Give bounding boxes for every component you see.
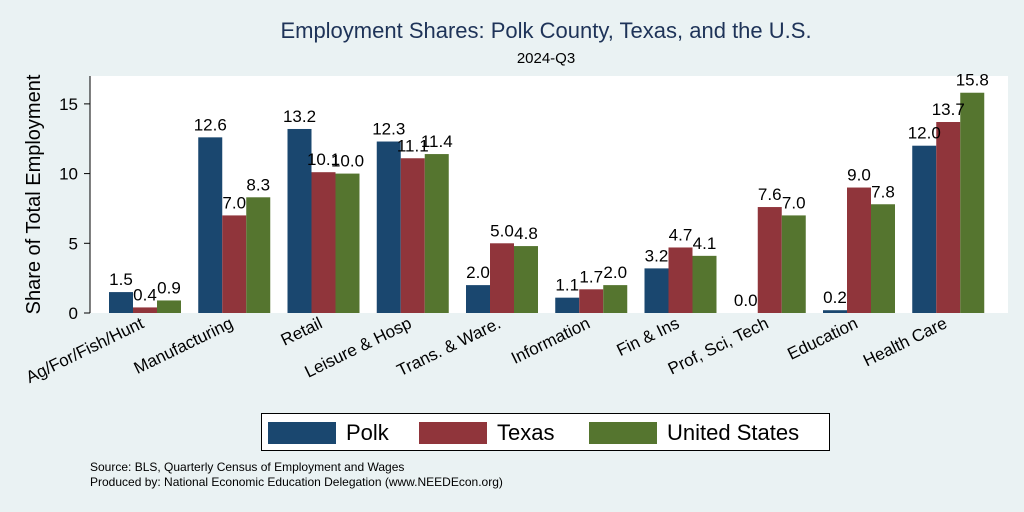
y-tick-label: 10 <box>59 165 78 184</box>
y-tick-label: 15 <box>59 95 78 114</box>
legend-label-texas: Texas <box>497 420 555 445</box>
data-label: 12.0 <box>908 124 941 143</box>
bar <box>133 307 157 313</box>
bar <box>222 215 247 313</box>
bar <box>960 92 985 314</box>
bar <box>936 122 961 313</box>
bar <box>823 310 847 313</box>
bar <box>555 297 580 313</box>
bar <box>400 158 425 313</box>
bar <box>781 215 806 313</box>
legend-item-polk: Polk <box>268 420 389 445</box>
legend-label-united-states: United States <box>667 420 800 445</box>
bar <box>579 289 604 313</box>
data-label: 8.3 <box>246 175 270 194</box>
legend-swatch-polk <box>268 422 336 444</box>
producer-note: Produced by: National Economic Education… <box>90 475 503 489</box>
data-label: 13.2 <box>283 107 316 126</box>
x-tick-label: Ag/For/Fish/Hunt <box>23 313 147 387</box>
x-tick-label: Health Care <box>860 314 950 371</box>
x-tick-label: Manufacturing <box>131 314 236 378</box>
data-label: 4.7 <box>669 225 693 244</box>
data-label: 2.0 <box>603 263 627 282</box>
data-label: 12.3 <box>372 120 405 139</box>
legend-label-polk: Polk <box>346 420 389 445</box>
bar <box>644 268 669 313</box>
data-label: 0.4 <box>133 285 157 304</box>
bar <box>376 141 401 313</box>
legend-item-united-states: United States <box>589 420 800 445</box>
chart-title: Employment Shares: Polk County, Texas, a… <box>280 18 812 43</box>
x-tick-label: Education <box>784 314 860 364</box>
data-label: 7.6 <box>758 185 782 204</box>
data-label: 12.6 <box>194 115 227 134</box>
y-axis-title: Share of Total Employment <box>23 74 45 314</box>
data-label: 1.5 <box>109 270 133 289</box>
bar <box>424 154 449 313</box>
bar <box>490 243 514 313</box>
chart-subtitle: 2024-Q3 <box>516 50 576 67</box>
chart-legend: Polk Texas United States <box>261 413 830 451</box>
bar <box>847 187 871 313</box>
bar <box>335 173 360 313</box>
data-label: 7.0 <box>782 193 806 212</box>
data-label: 13.7 <box>932 100 965 119</box>
data-label: 5.0 <box>490 221 514 240</box>
bar <box>311 172 336 313</box>
data-label: 7.8 <box>871 182 895 201</box>
data-label: 2.0 <box>466 263 490 282</box>
source-note: Source: BLS, Quarterly Census of Employm… <box>90 460 405 474</box>
bar <box>912 145 937 313</box>
legend-item-texas: Texas <box>419 420 555 445</box>
x-tick-label: Prof, Sci, Tech <box>665 314 772 379</box>
data-label: 4.1 <box>693 234 717 253</box>
data-label: 0.9 <box>157 278 181 297</box>
bar <box>692 255 717 313</box>
bar <box>466 285 490 313</box>
data-label: 9.0 <box>847 166 871 185</box>
data-label: 10.1 <box>307 150 340 169</box>
bar <box>198 137 223 313</box>
x-tick-label: Retail <box>278 314 325 350</box>
bar <box>514 246 538 313</box>
bar <box>757 207 782 313</box>
data-label: 0.0 <box>734 291 758 310</box>
bar <box>668 247 693 313</box>
bar <box>109 292 133 313</box>
y-tick-label: 0 <box>69 304 78 323</box>
x-tick-label: Fin & Ins <box>614 314 683 360</box>
bar <box>871 204 895 313</box>
data-label: 7.0 <box>222 193 246 212</box>
data-label: 11.1 <box>397 136 429 155</box>
data-label: 15.8 <box>956 71 989 90</box>
data-label: 1.1 <box>555 276 579 295</box>
bar <box>287 128 312 313</box>
data-label: 11.4 <box>421 132 453 151</box>
data-label: 10.0 <box>331 152 364 171</box>
data-label: 1.7 <box>579 267 603 286</box>
legend-swatch-texas <box>419 422 487 444</box>
data-label: 4.8 <box>514 224 538 243</box>
bar <box>157 300 181 313</box>
y-tick-label: 5 <box>69 234 78 253</box>
bar <box>603 285 628 313</box>
bar <box>246 197 271 313</box>
data-label: 0.2 <box>823 288 847 307</box>
data-label: 3.2 <box>645 246 669 265</box>
x-tick-label: Information <box>508 314 593 368</box>
legend-swatch-united-states <box>589 422 657 444</box>
